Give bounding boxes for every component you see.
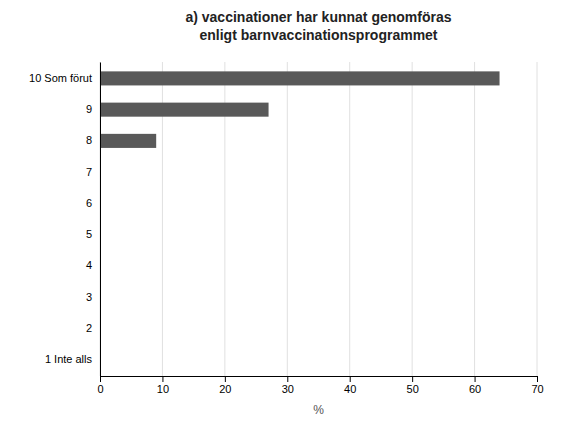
- y-tick-label: 5: [86, 228, 92, 240]
- x-tick-label: 40: [344, 383, 356, 395]
- y-tick: 9: [86, 103, 92, 115]
- y-tick: 4: [86, 259, 92, 271]
- y-tick: 3: [86, 291, 92, 303]
- bars: [100, 71, 500, 148]
- y-axis: 10 Som förut 9 8 7 6 5 4 3 2 1 Inte alls: [29, 63, 100, 377]
- y-tick: 10 Som förut: [29, 72, 92, 84]
- y-tick: 6: [86, 197, 92, 209]
- y-tick-label: 4: [86, 259, 92, 271]
- y-tick-label: 1 Inte alls: [45, 353, 93, 365]
- y-tick-label: 9: [86, 103, 92, 115]
- y-tick: 7: [86, 166, 92, 178]
- x-axis-line: [101, 377, 538, 383]
- x-tick-label: 70: [531, 383, 543, 395]
- y-tick: 1 Inte alls: [45, 353, 93, 365]
- bar: [100, 103, 269, 117]
- title: a) vaccinationer har kunnat genomföras en…: [185, 9, 451, 43]
- x-tick-mark: [287, 376, 288, 382]
- x-tick: 30: [282, 376, 294, 395]
- x-tick-mark: [100, 376, 101, 382]
- grid-line: [537, 62, 538, 376]
- grid-line: [100, 62, 101, 376]
- y-tick-label: 7: [86, 166, 92, 178]
- x-tick-label: 0: [97, 383, 103, 395]
- bar: [100, 71, 500, 85]
- x-tick-label: 30: [282, 383, 294, 395]
- y-tick-label: 10 Som förut: [29, 72, 92, 84]
- x-tick-label: 20: [219, 383, 231, 395]
- x-tick-label: 10: [157, 383, 169, 395]
- x-tick: 40: [344, 376, 356, 395]
- x-tick-mark: [350, 376, 351, 382]
- y-tick: 2: [86, 322, 92, 334]
- y-tick-label: 3: [86, 291, 92, 303]
- plot: 0 10 20 30 40 50 60 70 10 Som förut 9 8 7 6 5 4 3 2 1 Int…: [29, 62, 544, 395]
- grid-line: [474, 62, 475, 376]
- grid-line: [287, 62, 288, 376]
- x-tick: 20: [219, 376, 231, 395]
- x-tick: 50: [407, 376, 419, 395]
- bar: [100, 134, 156, 148]
- x-tick-mark: [225, 376, 226, 382]
- x-tick: 70: [531, 376, 543, 395]
- x-tick-mark: [412, 376, 413, 382]
- title-line: enligt barnvaccinationsprogrammet: [199, 27, 437, 43]
- x-tick-mark: [537, 376, 538, 382]
- grid-line: [412, 62, 413, 376]
- title-line: a) vaccinationer har kunnat genomföras: [185, 9, 451, 25]
- x-tick-mark: [475, 376, 476, 382]
- y-tick: 8: [86, 134, 92, 146]
- y-axis-line: [100, 63, 101, 377]
- x-axis: 0 10 20 30 40 50 60 70: [97, 376, 543, 395]
- chart: 0 10 20 30 40 50 60 70 10 Som förut 9 8 7 6 5 4 3 2 1 Int…: [0, 0, 565, 428]
- grid: [100, 62, 537, 376]
- grid-line: [349, 62, 350, 376]
- x-tick: 10: [157, 376, 169, 395]
- x-tick: 0: [97, 376, 103, 395]
- x-tick-mark: [162, 376, 163, 382]
- y-tick-label: 2: [86, 322, 92, 334]
- x-tick-label: 60: [469, 383, 481, 395]
- x-axis-title: %: [313, 403, 324, 417]
- x-tick: 60: [469, 376, 481, 395]
- y-tick: 5: [86, 228, 92, 240]
- x-tick-label: 50: [407, 383, 419, 395]
- y-tick-label: 6: [86, 197, 92, 209]
- y-tick-label: 8: [86, 134, 92, 146]
